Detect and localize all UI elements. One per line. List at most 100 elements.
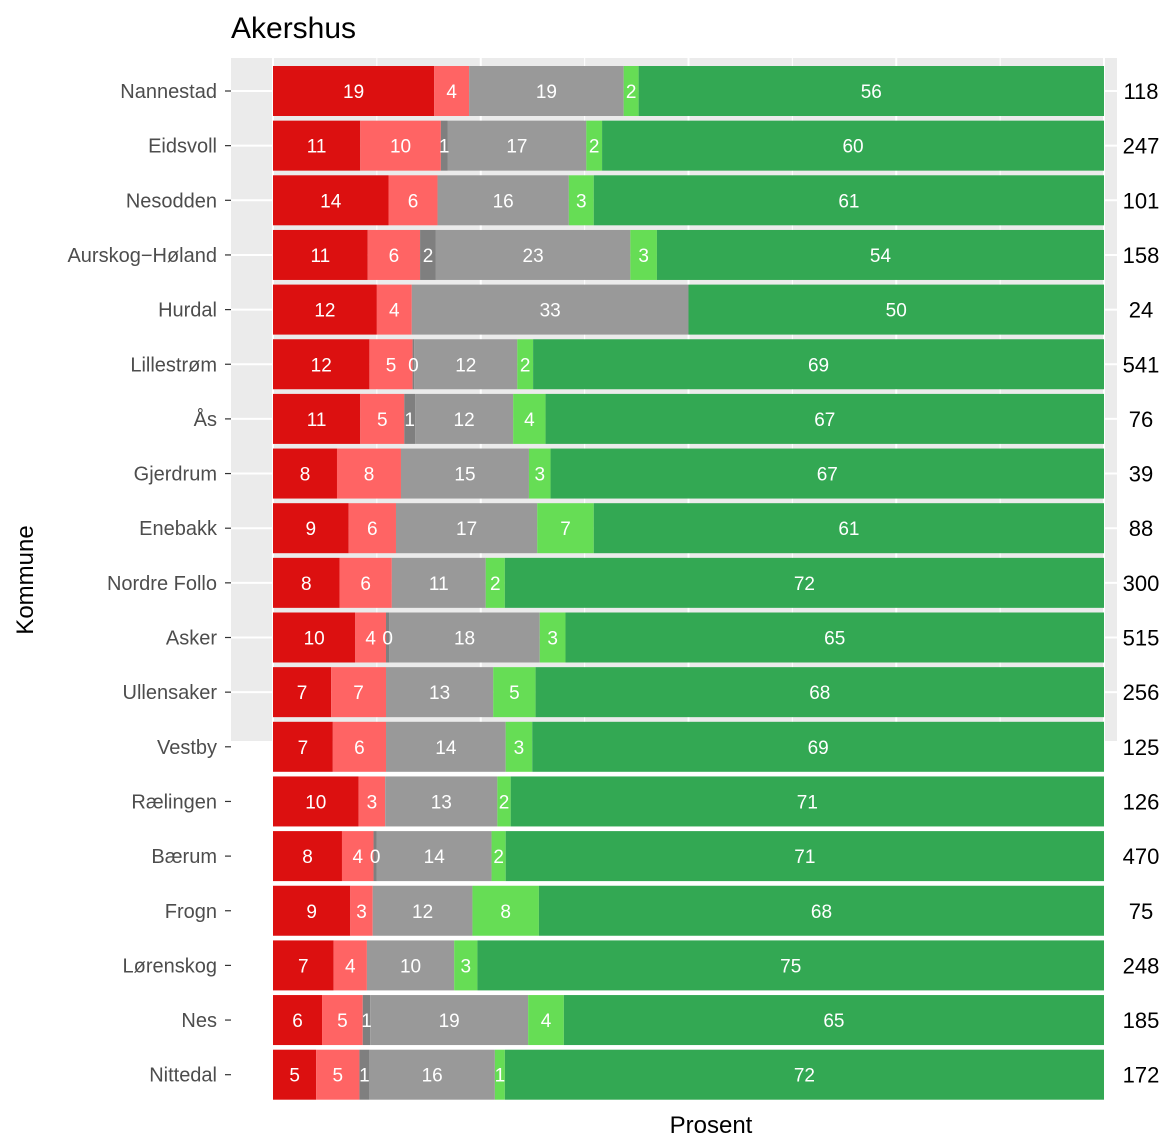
bar-value-label: 6 [367, 519, 378, 540]
bar-segment [273, 557, 340, 608]
row-total-label: 101 [1123, 188, 1160, 213]
y-tick-label: Gjerdrum [134, 464, 217, 486]
y-tick-label: Bærum [151, 846, 217, 868]
bar-value-label: 4 [541, 1011, 552, 1032]
bar-value-label: 56 [861, 82, 882, 103]
bar-segment [273, 995, 323, 1046]
bar-value-label: 2 [493, 847, 504, 868]
bar-segment [360, 120, 441, 171]
bar-segment [273, 448, 337, 499]
bar-value-label: 3 [638, 246, 649, 267]
bar-value-label: 19 [343, 82, 364, 103]
y-tick-label: Vestby [157, 737, 217, 759]
bar-segment [273, 831, 342, 882]
bar-segment [491, 831, 506, 882]
y-tick-label: Lillestrøm [130, 354, 217, 376]
bar-segment [273, 393, 361, 444]
bar-segment [414, 339, 518, 390]
bar-segment [623, 66, 639, 116]
bar-value-label: 11 [310, 246, 330, 267]
bar-segment [370, 995, 529, 1046]
bar-segment [273, 612, 356, 663]
bar-segment [550, 448, 1104, 499]
bar-segment [273, 1049, 317, 1100]
bar-segment [273, 885, 351, 936]
bar-value-label: 7 [353, 683, 364, 704]
bar-segment [341, 831, 374, 882]
y-tick-label: Ås [194, 408, 217, 431]
bar-segment [477, 940, 1104, 991]
x-axis-title: Prosent [670, 1112, 753, 1139]
bar-segment [373, 831, 377, 882]
bar-segment [411, 284, 689, 335]
bar-segment [513, 393, 546, 444]
row-totals: 118 247 101 158 24 541 76 39 88 300 515 256 125 126 47… [1123, 79, 1160, 1088]
bar-segment [372, 885, 473, 936]
bar-value-label: 50 [886, 301, 907, 322]
bar-value-label: 6 [354, 738, 365, 759]
bar-segment [528, 995, 564, 1046]
bar-value-label: 17 [456, 519, 477, 540]
bar-segment [273, 940, 334, 991]
bar-segment [404, 393, 416, 444]
row-total-label: 541 [1123, 352, 1160, 377]
bar-value-label: 2 [520, 355, 531, 376]
bar-value-label: 4 [524, 410, 535, 431]
bar-value-label: 2 [589, 137, 600, 158]
bar-value-label: 2 [499, 792, 510, 813]
row-total-label: 185 [1123, 1008, 1160, 1033]
bar-value-label: 2 [423, 246, 434, 267]
bar-value-label: 16 [422, 1066, 443, 1087]
bar-segment [688, 284, 1104, 335]
bar-segment [586, 120, 603, 171]
bar-value-label: 71 [797, 792, 818, 813]
bar-segment [528, 448, 551, 499]
row-total-label: 256 [1123, 680, 1160, 705]
bar-value-label: 3 [576, 191, 587, 212]
bar-segment [545, 393, 1104, 444]
bar-segment [656, 229, 1104, 280]
bar-segment [434, 66, 470, 116]
bar-value-label: 4 [446, 82, 457, 103]
bar-segment [369, 339, 413, 390]
bar-segment [273, 120, 361, 171]
row-total-label: 24 [1129, 298, 1153, 323]
bar-value-label: 10 [305, 792, 326, 813]
bar-value-label: 15 [454, 465, 475, 486]
bar-segment [273, 229, 368, 280]
bar-value-label: 65 [823, 1011, 844, 1032]
bar-value-label: 11 [307, 137, 327, 158]
row-total-label: 126 [1123, 789, 1160, 814]
y-tick-label: Asker [166, 628, 217, 650]
bar-value-label: 6 [389, 246, 400, 267]
bar-value-label: 8 [300, 465, 311, 486]
bar-value-label: 12 [454, 410, 475, 431]
row-total-label: 118 [1123, 79, 1158, 104]
bar-value-label: 2 [490, 574, 501, 595]
bar-segment [358, 776, 386, 827]
bar-segment [339, 557, 392, 608]
bar-segment [273, 284, 377, 335]
bar-segment [386, 667, 494, 718]
bar-value-label: 7 [298, 738, 309, 759]
bar-value-label: 11 [307, 410, 327, 431]
y-axis-ticks: Nannestad Eidsvoll Nesodden Aurskog−Høland H… [67, 81, 231, 1087]
bar-segment [510, 776, 1104, 827]
bar-value-label: 13 [431, 792, 452, 813]
row-total-label: 88 [1129, 516, 1153, 541]
bar-segment [389, 612, 540, 663]
bar-segment [367, 229, 421, 280]
bar-value-label: 4 [345, 956, 356, 977]
bar-value-label: 19 [536, 82, 557, 103]
row-total-label: 125 [1123, 735, 1160, 760]
bar-segment [415, 393, 514, 444]
bar-value-label: 19 [439, 1011, 460, 1032]
bar-value-label: 7 [297, 683, 308, 704]
bar-segment [538, 885, 1104, 936]
bar-value-label: 61 [838, 191, 859, 212]
bar-value-label: 54 [870, 246, 892, 267]
bar-segment [355, 612, 387, 663]
bar-value-label: 72 [794, 1066, 815, 1087]
bar-segment [447, 120, 587, 171]
